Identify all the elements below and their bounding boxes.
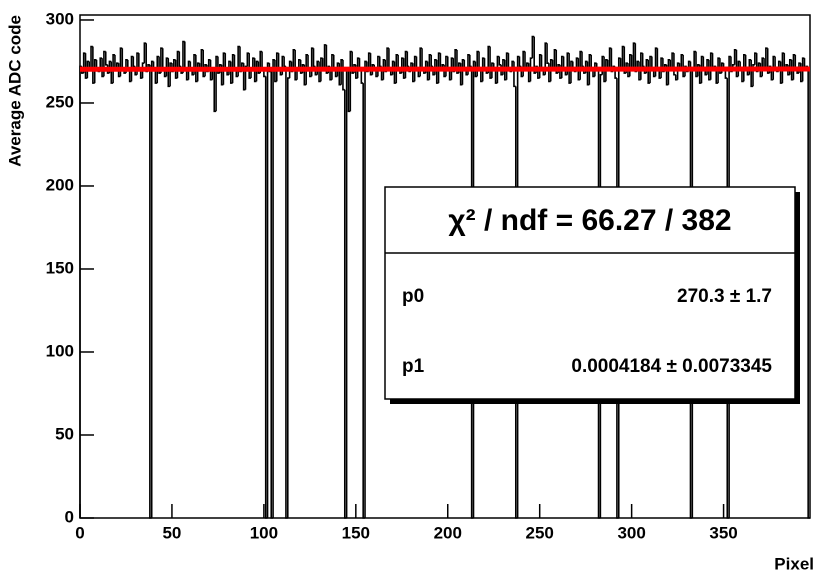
x-tick-label: 250 (526, 523, 554, 542)
y-tick-label: 250 (46, 92, 74, 111)
x-axis-title: Pixel (774, 554, 814, 573)
x-tick-label: 150 (342, 523, 370, 542)
x-tick-label: 200 (434, 523, 462, 542)
x-tick-label: 0 (75, 523, 84, 542)
y-tick-label: 50 (55, 424, 74, 443)
y-tick-label: 150 (46, 258, 74, 277)
y-tick-label: 0 (65, 507, 74, 526)
x-tick-label: 350 (709, 523, 737, 542)
y-tick-label: 100 (46, 341, 74, 360)
x-tick-label: 50 (162, 523, 181, 542)
y-axis-title: Average ADC code (5, 15, 24, 167)
y-tick-label: 200 (46, 175, 74, 194)
param-value: 0.0004184 ± 0.0073345 (571, 356, 772, 377)
param-name: p0 (402, 286, 424, 307)
chi2-ndf: χ² / ndf = 66.27 / 382 (448, 204, 731, 237)
x-tick-label: 100 (250, 523, 278, 542)
x-tick-label: 300 (617, 523, 645, 542)
fit-stats-box: χ² / ndf = 66.27 / 382 p0 270.3 ± 1.7 p1 0.0… (385, 187, 800, 404)
param-name: p1 (402, 356, 425, 377)
y-tick-label: 300 (46, 9, 74, 28)
param-value: 270.3 ± 1.7 (677, 286, 772, 307)
